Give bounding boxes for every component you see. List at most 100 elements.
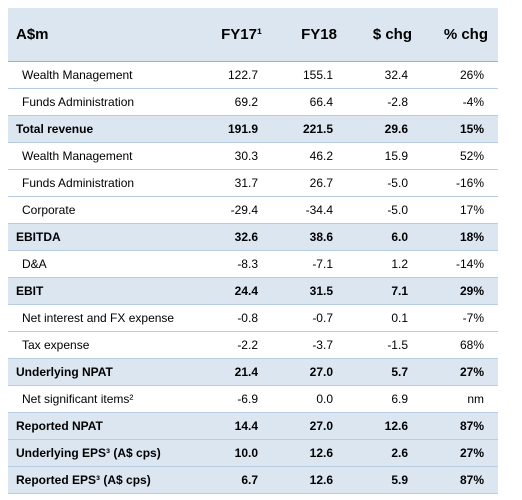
row-value: -8.3 [237,257,258,271]
row-value: -1.5 [387,338,408,352]
row-value: 5.9 [391,473,408,487]
table-row: D&A -8.3 -7.1 1.2 -14% [8,251,498,278]
row-value: 66.4 [309,95,333,109]
row-value: -0.7 [312,311,333,325]
row-label: Net interest and FX expense [22,311,175,325]
header-row: A$m FY17¹ FY18 $ chg % chg [8,8,498,62]
row-value: 2.6 [391,446,408,460]
row-value: 15% [459,122,484,136]
row-value: 6.7 [241,473,258,487]
table-row: Tax expense -2.2 -3.7 -1.5 68% [8,332,498,359]
row-value: 12.6 [309,446,333,460]
header-cell: $ chg [372,26,412,43]
row-value: 0.1 [391,311,408,325]
row-value: 30.3 [234,149,258,163]
row-label: Reported EPS³ (A$ cps) [16,473,151,487]
row-value: 18% [459,230,484,244]
row-value: -7% [462,311,484,325]
header-cell: % chg [443,26,488,43]
row-label: EBITDA [16,230,61,244]
row-value: 7.1 [391,284,408,298]
row-value: 24.4 [234,284,258,298]
row-value: -16% [455,176,484,190]
row-value: 52% [459,149,484,163]
row-label: Wealth Management [22,68,133,82]
row-value: 38.6 [309,230,333,244]
row-value: 27% [459,446,484,460]
row-value: 21.4 [234,365,258,379]
row-label: Funds Administration [22,95,135,109]
table-row: Underlying EPS³ (A$ cps) 10.0 12.6 2.6 27% [8,440,498,467]
row-value: 15.9 [384,149,408,163]
table-row: EBIT 24.4 31.5 7.1 29% [8,278,498,305]
row-value: 191.9 [227,122,258,136]
row-label: Wealth Management [22,149,133,163]
row-value: 32.6 [234,230,258,244]
row-value: 12.6 [309,473,333,487]
row-value: 5.7 [391,365,408,379]
row-value: -2.8 [387,95,408,109]
row-value: 31.5 [309,284,333,298]
row-value: 69.2 [234,95,258,109]
row-label: Tax expense [22,338,90,352]
table-row: Net significant items² -6.9 0.0 6.9 nm [8,386,498,413]
row-label: Corporate [22,203,76,217]
row-value: 1.2 [391,257,408,271]
row-value: -7.1 [312,257,333,271]
row-value: 0.0 [316,392,333,406]
table-row: Wealth Management 122.7 155.1 32.4 26% [8,62,498,89]
header-cell: FY17¹ [221,26,262,43]
row-label: Underlying EPS³ (A$ cps) [16,446,161,460]
table-row: Funds Administration 69.2 66.4 -2.8 -4% [8,89,498,116]
row-value: 27% [459,365,484,379]
row-value: 12.6 [384,419,408,433]
row-value: 87% [459,419,484,433]
row-value: 26% [459,68,484,82]
table-row: Funds Administration 31.7 26.7 -5.0 -16% [8,170,498,197]
row-label: Total revenue [16,122,94,136]
table-row: Reported NPAT 14.4 27.0 12.6 87% [8,413,498,440]
row-value: 122.7 [227,68,258,82]
row-value: -5.0 [387,203,408,217]
row-value: 29.6 [384,122,408,136]
row-value: 68% [459,338,484,352]
row-value: 155.1 [302,68,333,82]
row-value: 27.0 [309,365,333,379]
row-value: -3.7 [312,338,333,352]
row-value: -29.4 [230,203,258,217]
row-value: -14% [455,257,484,271]
header-cell: FY18 [301,26,337,43]
row-value: 10.0 [234,446,258,460]
row-value: -2.2 [237,338,258,352]
row-value: 27.0 [309,419,333,433]
row-value: 26.7 [309,176,333,190]
row-value: 6.0 [391,230,408,244]
row-value: 14.4 [234,419,258,433]
row-value: 32.4 [384,68,408,82]
table-row: Corporate -29.4 -34.4 -5.0 17% [8,197,498,224]
row-label: Funds Administration [22,176,135,190]
row-value: 87% [459,473,484,487]
row-value: 17% [459,203,484,217]
row-value: -4% [462,95,484,109]
table-row: EBITDA 32.6 38.6 6.0 18% [8,224,498,251]
row-label: Net significant items² [22,392,134,406]
row-label: D&A [22,257,47,271]
row-value: -34.4 [305,203,333,217]
table-row: Underlying NPAT 21.4 27.0 5.7 27% [8,359,498,386]
table-row: Wealth Management 30.3 46.2 15.9 52% [8,143,498,170]
row-value: -0.8 [237,311,258,325]
table-row: Net interest and FX expense -0.8 -0.7 0.1 -7… [8,305,498,332]
row-label: EBIT [16,284,44,298]
row-value: 46.2 [309,149,333,163]
table-row: Reported EPS³ (A$ cps) 6.7 12.6 5.9 87% [8,467,498,494]
row-value: 29% [459,284,484,298]
row-value: 31.7 [234,176,258,190]
row-label: Reported NPAT [16,419,103,433]
header-cell: A$m [16,26,49,43]
row-value: nm [467,392,484,406]
table-row: Total revenue 191.9 221.5 29.6 15% [8,116,498,143]
row-label: Underlying NPAT [16,365,113,379]
row-value: -5.0 [387,176,408,190]
